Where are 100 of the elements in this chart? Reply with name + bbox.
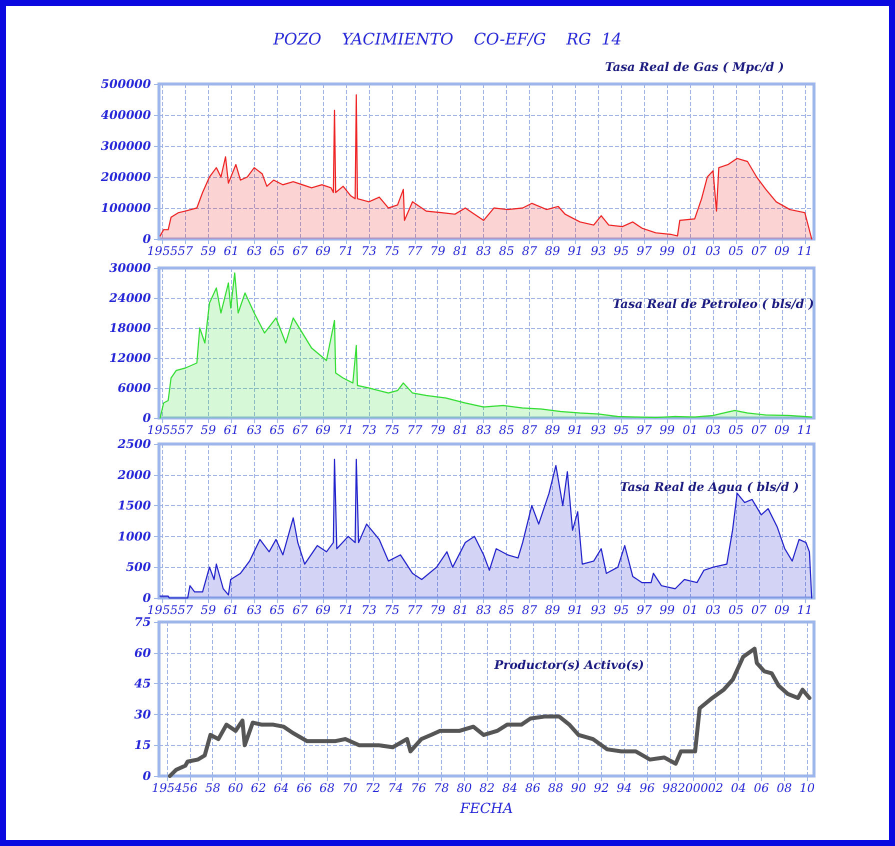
x-tick-label: 76 <box>410 781 426 795</box>
y-tick-label: 0 <box>142 232 152 246</box>
x-tick-label: 61 <box>224 244 239 258</box>
x-tick-label: 82 <box>479 781 495 795</box>
x-tick-label: 89 <box>544 603 560 617</box>
x-tick-label: 94 <box>616 781 632 795</box>
y-tick-label: 2500 <box>116 437 152 451</box>
y-tick-label: 18000 <box>109 321 152 335</box>
x-tick-label: 95 <box>614 603 629 617</box>
x-tick-label: 79 <box>430 423 446 437</box>
y-tick-label: 12000 <box>109 351 152 365</box>
x-tick-label: 61 <box>224 423 239 437</box>
x-tick-label: 83 <box>476 244 492 258</box>
x-tick-label: 99 <box>660 603 676 617</box>
y-tick-label: 0 <box>142 411 152 425</box>
x-tick-label: 09 <box>774 244 790 258</box>
y-tick-label: 30 <box>134 707 152 722</box>
x-tick-label: 97 <box>636 423 652 437</box>
x-tick-label: 65 <box>270 603 285 617</box>
x-tick-label: 62 <box>250 781 266 795</box>
x-tick-label: 97 <box>636 244 652 258</box>
x-tick-label: 73 <box>361 244 377 258</box>
x-tick-label: 77 <box>407 244 423 258</box>
x-tick-label: 93 <box>590 244 606 258</box>
y-tick-label: 200000 <box>100 170 152 184</box>
x-tick-label: 73 <box>361 423 377 437</box>
x-tick-label: 75 <box>384 244 400 258</box>
y-tick-label: 500 <box>126 560 152 574</box>
x-tick-label: 71 <box>338 423 354 437</box>
x-tick-label: 73 <box>361 603 377 617</box>
x-tick-label: 63 <box>246 244 262 258</box>
x-tick-label: 87 <box>522 423 538 437</box>
x-tick-label: 70 <box>342 781 358 795</box>
x-tick-label: 74 <box>388 781 404 795</box>
x-tick-label: 95 <box>614 244 629 258</box>
x-tick-label: 96 <box>639 781 656 795</box>
x-tick-label: 07 <box>751 244 767 258</box>
x-tick-label: 1954 <box>152 781 182 795</box>
x-tick-label: 59 <box>200 603 216 617</box>
x-tick-label: 95 <box>614 423 629 437</box>
x-tick-label: 87 <box>522 603 538 617</box>
x-tick-label: 07 <box>751 603 767 617</box>
x-axis-title: FECHA <box>459 801 513 817</box>
x-tick-label: 08 <box>776 781 792 795</box>
x-tick-label: 91 <box>568 244 584 258</box>
x-tick-label: 92 <box>594 781 610 795</box>
x-tick-label: 86 <box>525 781 541 795</box>
x-tick-label: 79 <box>430 244 446 258</box>
x-tick-label: 88 <box>548 781 564 795</box>
x-tick-label: 61 <box>224 603 239 617</box>
x-tick-label: 67 <box>292 603 308 617</box>
x-tick-label: 69 <box>315 244 332 258</box>
x-tick-label: 03 <box>705 423 722 437</box>
x-tick-label: 75 <box>384 603 400 617</box>
x-tick-label: 79 <box>430 603 446 617</box>
y-tick-label: 500000 <box>100 77 152 91</box>
x-tick-label: 09 <box>774 603 790 617</box>
x-tick-label: 05 <box>728 423 744 437</box>
x-tick-label: 83 <box>476 603 492 617</box>
x-tick-label: 03 <box>705 244 722 258</box>
y-tick-label: 24000 <box>108 291 152 305</box>
x-tick-label: 93 <box>590 423 606 437</box>
x-tick-label: 04 <box>730 781 746 795</box>
x-tick-label: 69 <box>315 603 332 617</box>
line-series <box>168 646 812 778</box>
x-tick-label: 68 <box>319 781 336 795</box>
chart-title: POZO YACIMIENTO CO-EF/G RG 14 <box>272 30 622 48</box>
y-tick-label: 100000 <box>100 201 152 215</box>
x-tick-label: 56 <box>182 781 198 795</box>
y-tick-label: 1000 <box>118 529 152 544</box>
y-tick-label: 75 <box>134 615 151 629</box>
x-tick-label: 67 <box>292 423 308 437</box>
x-tick-label: 85 <box>498 423 514 437</box>
x-tick-label: 02 <box>708 781 724 795</box>
x-tick-label: 91 <box>568 603 584 617</box>
x-tick-label: 65 <box>270 423 285 437</box>
x-tick-label: 81 <box>453 423 468 437</box>
x-tick-label: 78 <box>434 781 450 795</box>
x-tick-label: 85 <box>498 603 514 617</box>
y-tick-label: 15 <box>134 738 151 752</box>
x-tick-label: 1955 <box>147 244 178 258</box>
text: Productor(s) Activo(s) <box>493 658 644 672</box>
x-tick-label: 2000 <box>676 781 708 795</box>
x-tick-label: 03 <box>705 603 722 617</box>
x-tick-label: 69 <box>315 423 332 437</box>
x-tick-label: 90 <box>570 781 587 795</box>
x-tick-label: 1955 <box>147 603 178 617</box>
text: Tasa Real de Agua ( bls/d ) <box>620 480 799 494</box>
x-tick-label: 77 <box>407 423 423 437</box>
x-tick-label: 01 <box>682 244 698 258</box>
x-tick-label: 97 <box>636 603 652 617</box>
x-tick-label: 66 <box>296 781 312 795</box>
x-tick-label: 07 <box>751 423 767 437</box>
x-tick-label: 83 <box>476 423 492 437</box>
y-tick-label: 30000 <box>109 261 152 275</box>
y-tick-label: 45 <box>134 676 151 691</box>
x-tick-label: 06 <box>754 781 770 795</box>
y-tick-label: 2000 <box>116 468 152 482</box>
x-tick-label: 01 <box>682 603 698 617</box>
x-tick-label: 65 <box>270 244 285 258</box>
